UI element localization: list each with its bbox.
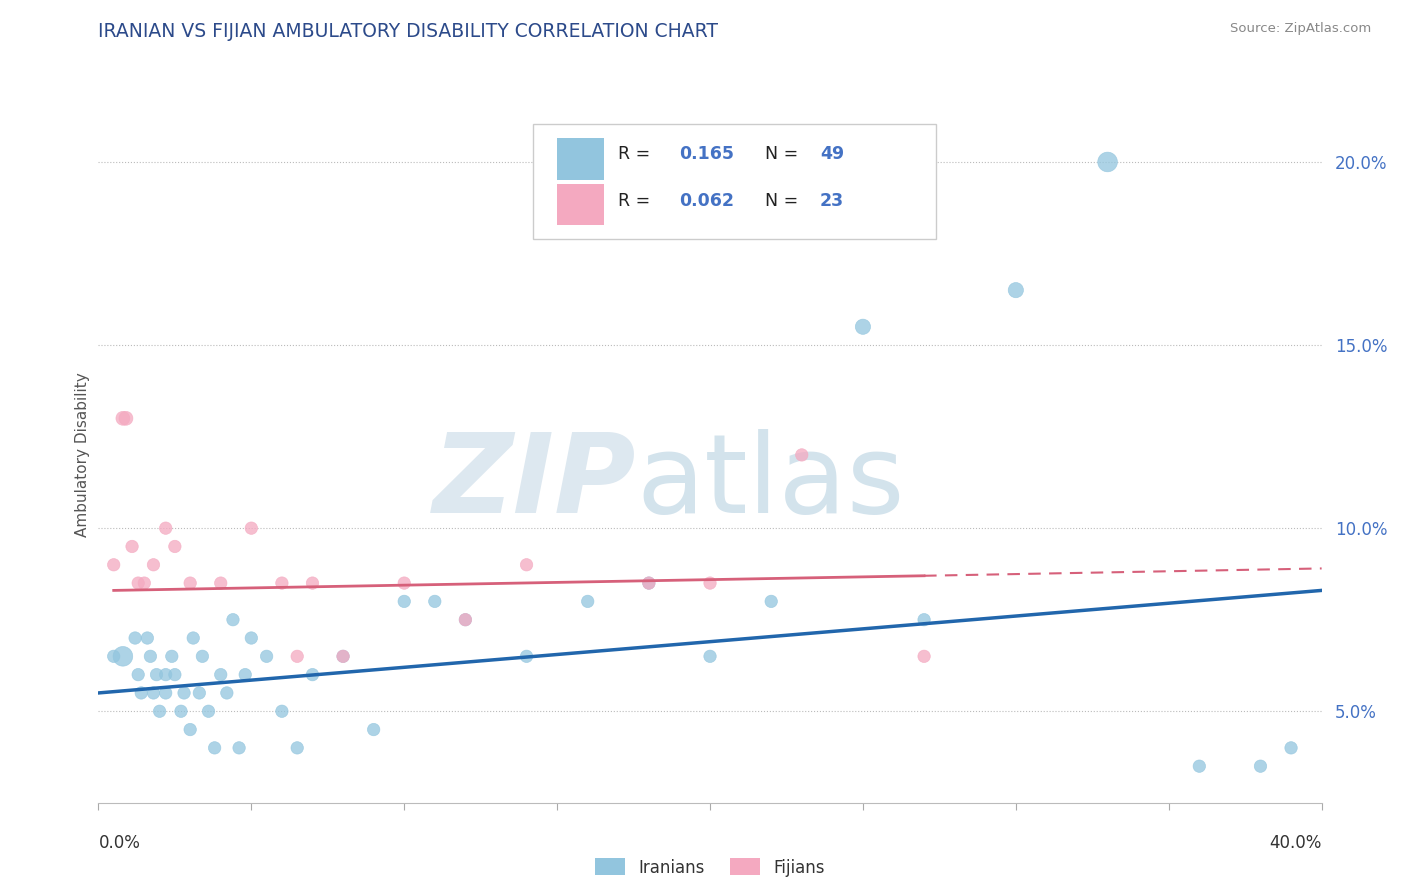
Point	[790, 448, 813, 462]
Text: 0.165: 0.165	[679, 145, 734, 163]
Point	[111, 411, 134, 425]
Point	[170, 704, 193, 718]
Point	[129, 686, 152, 700]
Point	[392, 576, 416, 591]
Text: 0.062: 0.062	[679, 192, 734, 210]
Point	[1004, 283, 1026, 297]
Point	[392, 594, 416, 608]
Point	[127, 667, 149, 681]
Point	[209, 667, 232, 681]
Point	[103, 649, 125, 664]
Point	[191, 649, 214, 664]
Point	[1279, 740, 1302, 755]
Point	[301, 667, 323, 681]
Point	[127, 576, 149, 591]
FancyBboxPatch shape	[533, 124, 936, 239]
Point	[197, 704, 219, 718]
Point	[222, 613, 245, 627]
Point	[155, 667, 177, 681]
Point	[145, 667, 167, 681]
Point	[149, 704, 172, 718]
Point	[233, 667, 256, 681]
Point	[1249, 759, 1271, 773]
Point	[115, 411, 138, 425]
Text: ZIP: ZIP	[433, 429, 637, 536]
Point	[121, 540, 143, 554]
Point	[852, 319, 875, 334]
Point	[179, 723, 201, 737]
Point	[173, 686, 195, 700]
Point	[134, 576, 156, 591]
Point	[160, 649, 183, 664]
Point	[454, 613, 477, 627]
Point	[155, 686, 177, 700]
Point	[204, 740, 226, 755]
Point	[759, 594, 782, 608]
Point	[516, 649, 538, 664]
Text: R =: R =	[619, 145, 657, 163]
Text: IRANIAN VS FIJIAN AMBULATORY DISABILITY CORRELATION CHART: IRANIAN VS FIJIAN AMBULATORY DISABILITY …	[98, 22, 718, 41]
Point	[136, 631, 159, 645]
Point	[163, 540, 186, 554]
Point	[155, 521, 177, 535]
Point	[1097, 155, 1119, 169]
Point	[516, 558, 538, 572]
Point	[111, 649, 134, 664]
Point	[285, 740, 308, 755]
Text: Source: ZipAtlas.com: Source: ZipAtlas.com	[1230, 22, 1371, 36]
Point	[699, 576, 721, 591]
Point	[142, 558, 165, 572]
Point	[454, 613, 477, 627]
Point	[139, 649, 162, 664]
Text: 0.0%: 0.0%	[98, 834, 141, 852]
Point	[188, 686, 211, 700]
Point	[332, 649, 354, 664]
Text: N =: N =	[765, 145, 804, 163]
Point	[103, 558, 125, 572]
Text: R =: R =	[619, 192, 657, 210]
Point	[124, 631, 146, 645]
Point	[576, 594, 599, 608]
Point	[179, 576, 201, 591]
Point	[363, 723, 385, 737]
FancyBboxPatch shape	[557, 184, 603, 226]
Point	[637, 576, 661, 591]
Point	[423, 594, 446, 608]
Point	[228, 740, 250, 755]
Point	[240, 521, 263, 535]
Point	[912, 613, 935, 627]
Legend: Iranians, Fijians: Iranians, Fijians	[586, 850, 834, 885]
Point	[181, 631, 204, 645]
FancyBboxPatch shape	[557, 138, 603, 180]
Point	[240, 631, 263, 645]
Text: 49: 49	[820, 145, 844, 163]
Point	[301, 576, 323, 591]
Point	[285, 649, 308, 664]
Point	[215, 686, 238, 700]
Point	[912, 649, 935, 664]
Point	[163, 667, 186, 681]
Text: 40.0%: 40.0%	[1270, 834, 1322, 852]
Point	[142, 686, 165, 700]
Point	[256, 649, 278, 664]
Point	[332, 649, 354, 664]
Text: 23: 23	[820, 192, 844, 210]
Point	[270, 576, 292, 591]
Y-axis label: Ambulatory Disability: Ambulatory Disability	[75, 373, 90, 537]
Point	[637, 576, 661, 591]
Point	[209, 576, 232, 591]
Point	[270, 704, 292, 718]
Point	[699, 649, 721, 664]
Text: N =: N =	[765, 192, 804, 210]
Text: atlas: atlas	[637, 429, 905, 536]
Point	[1188, 759, 1211, 773]
